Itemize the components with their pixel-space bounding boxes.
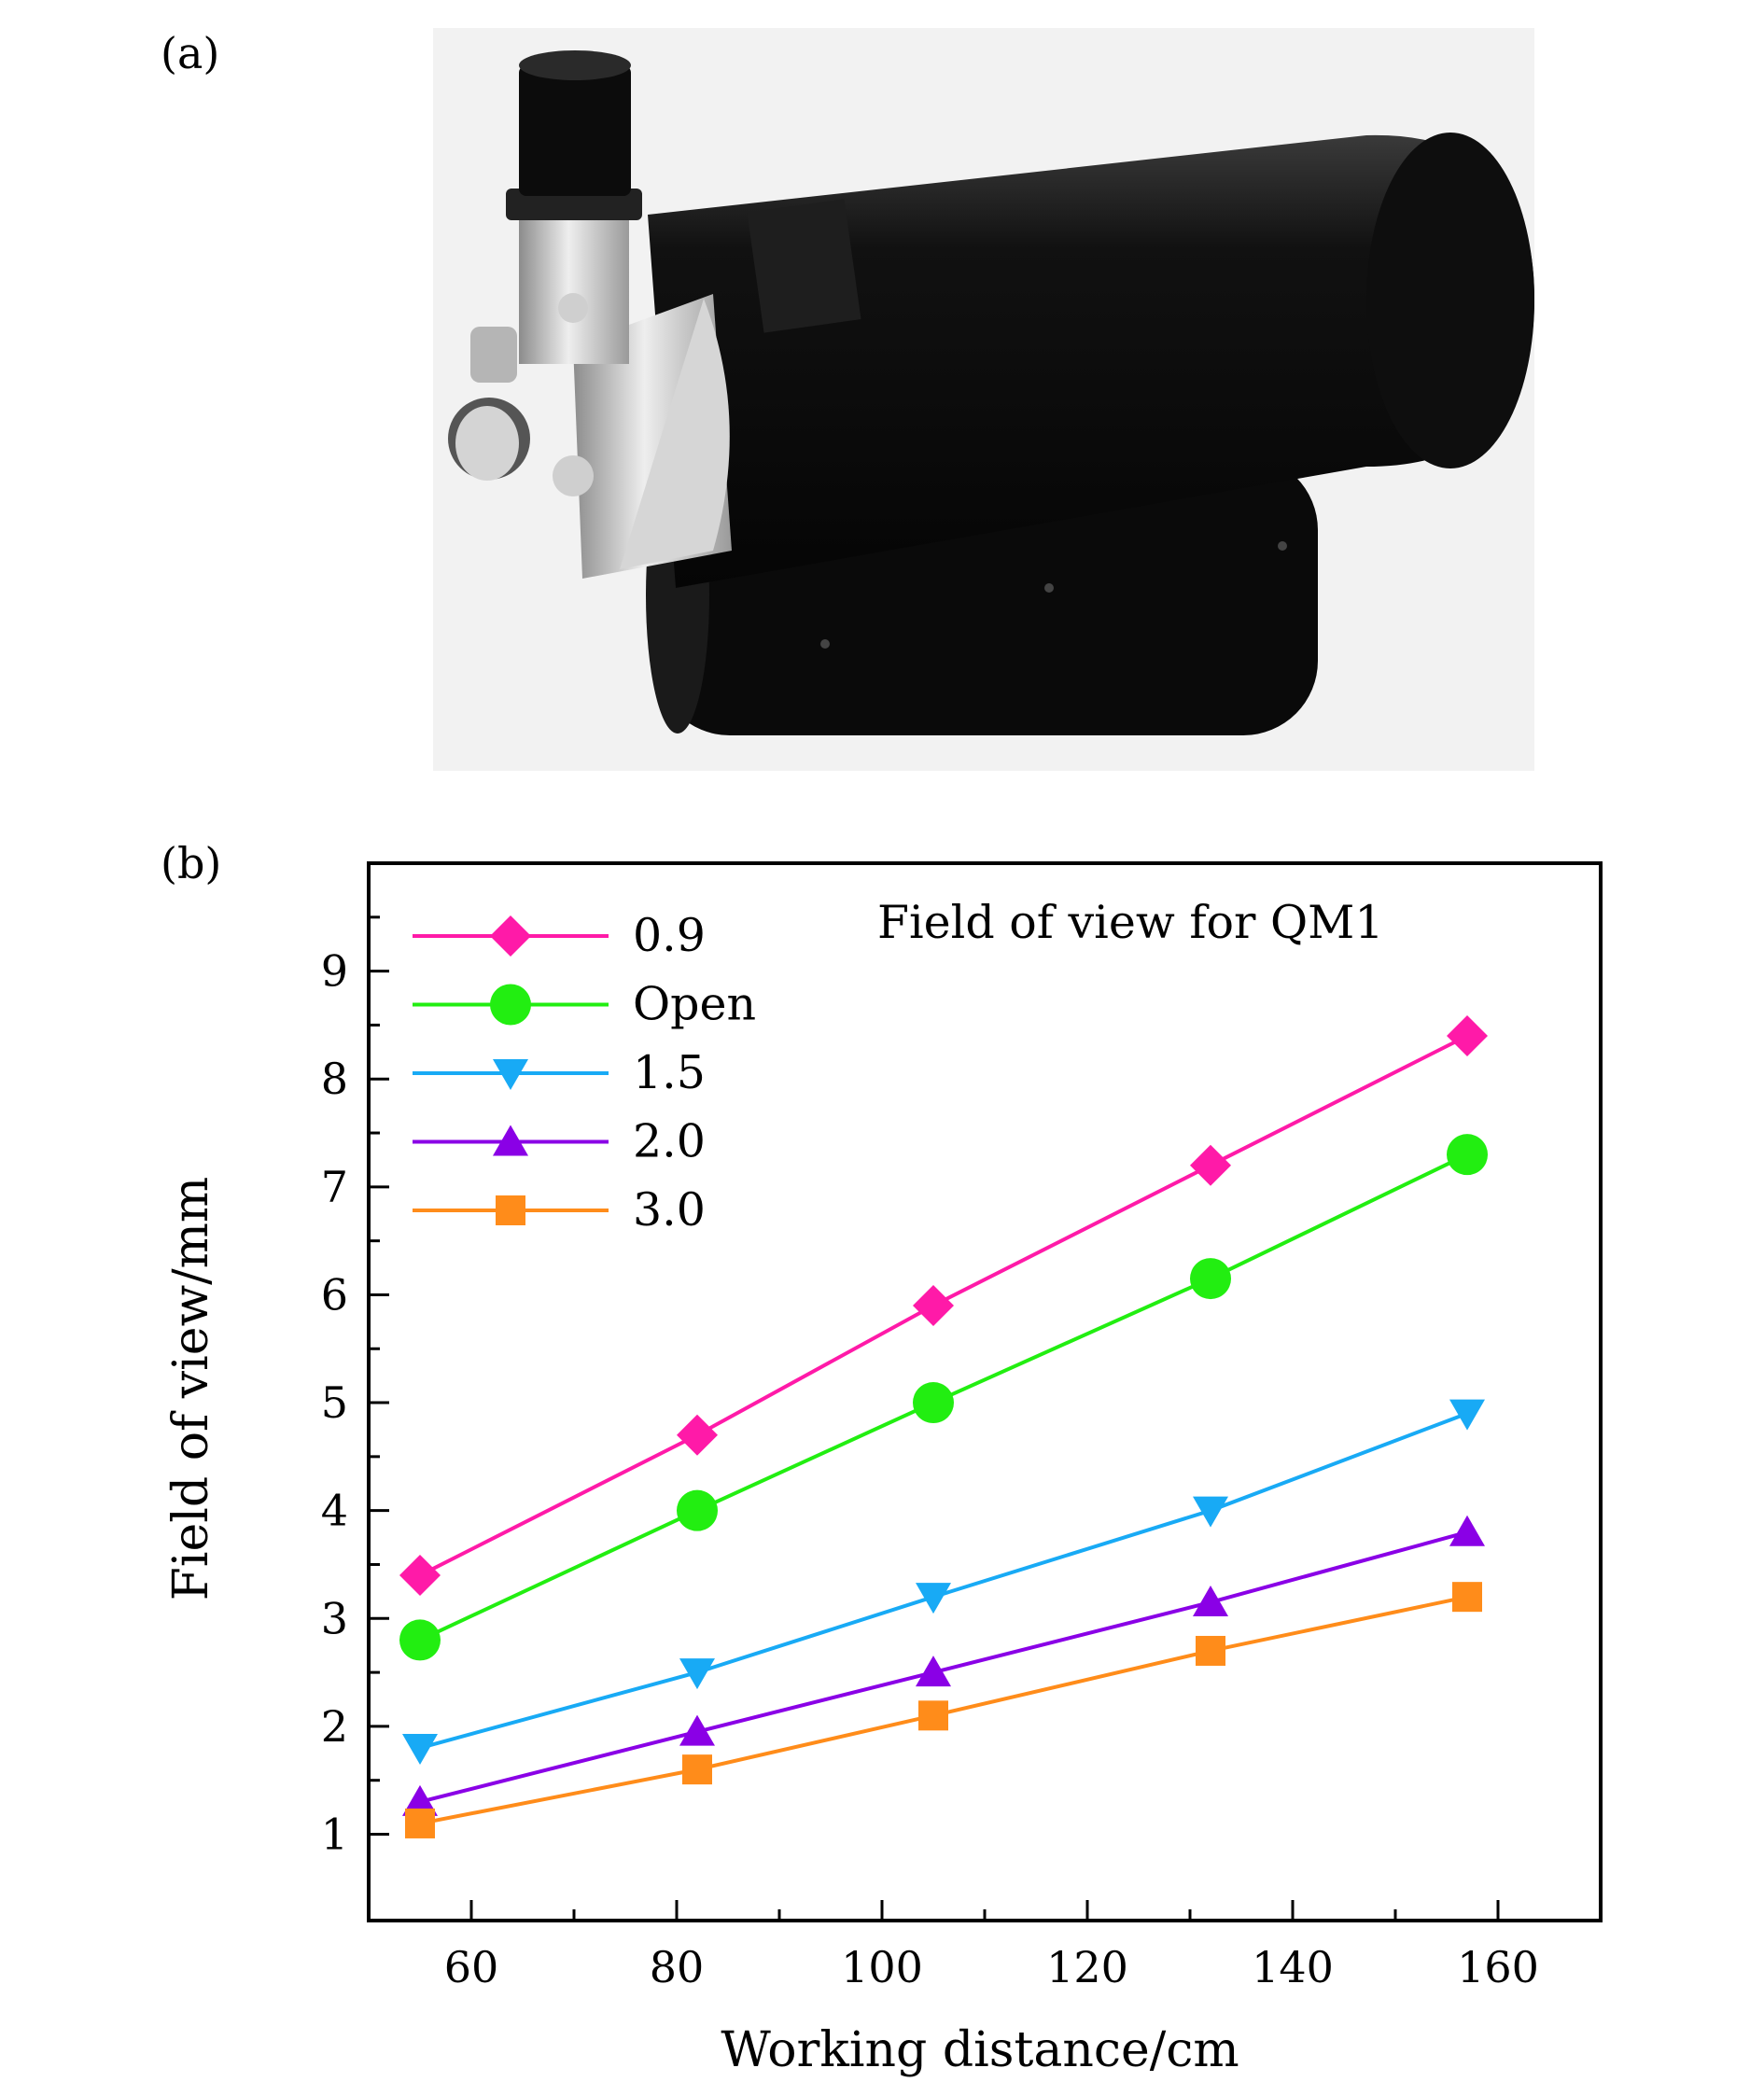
data-point <box>1196 1635 1225 1666</box>
eyepiece <box>519 65 631 196</box>
legend-entry: Open <box>413 978 756 1031</box>
x-tick-label: 80 <box>650 1942 705 1992</box>
legend-marker <box>493 1125 528 1156</box>
y-tick-label: 4 <box>321 1486 348 1536</box>
legend-marker <box>496 1195 525 1225</box>
legend: 0.9 Open 1.5 2.0 3.0 <box>413 909 756 1237</box>
data-point <box>402 1784 438 1816</box>
plot-frame <box>367 861 1603 1922</box>
x-axis-label: Working distance/cm <box>721 2022 1239 2078</box>
x-tick-label: 160 <box>1457 1942 1539 1992</box>
panel-a-label: (a) <box>161 28 220 78</box>
y-tick-label: 7 <box>321 1162 348 1212</box>
y-tick-label: 5 <box>321 1377 348 1428</box>
y-tick-label: 6 <box>321 1269 348 1320</box>
series-1-5 <box>402 1399 1485 1766</box>
data-point <box>1190 1144 1231 1186</box>
telescope-photo <box>433 28 1534 771</box>
panel-b-label: (b) <box>161 838 222 888</box>
data-point <box>677 1414 718 1456</box>
data-point <box>913 1382 954 1424</box>
series-layer <box>399 1014 1488 1838</box>
legend-entry: 3.0 <box>413 1183 706 1237</box>
data-point <box>682 1754 712 1785</box>
legend-entry: 0.9 <box>413 909 706 962</box>
legend-label: 0.9 <box>633 909 706 962</box>
data-point <box>679 1714 715 1746</box>
legend-entry: 2.0 <box>413 1115 706 1168</box>
data-point <box>1447 1134 1488 1176</box>
data-point <box>1449 1399 1485 1431</box>
y-tick-label: 1 <box>321 1810 348 1860</box>
series-0-9 <box>399 1014 1488 1597</box>
series-3-0 <box>405 1582 1482 1838</box>
series-open <box>399 1134 1488 1661</box>
data-point <box>1447 1014 1488 1056</box>
data-point <box>399 1555 441 1597</box>
data-point <box>916 1583 951 1614</box>
data-point <box>399 1619 441 1661</box>
x-tick-label: 60 <box>444 1942 499 1992</box>
legend-marker <box>493 1059 528 1090</box>
axes: 60 80 100 120 140 160 1 2 3 4 5 6 7 8 9 <box>321 861 1603 1992</box>
y-tick-label: 2 <box>321 1701 348 1752</box>
y-axis-label: Field of view/mm <box>163 1177 219 1600</box>
y-tick-label: 3 <box>321 1593 348 1643</box>
legend-label: Open <box>633 978 756 1031</box>
x-tick-label: 120 <box>1046 1942 1128 1992</box>
data-point <box>1452 1582 1482 1613</box>
legend-label: 3.0 <box>633 1183 706 1237</box>
legend-marker <box>490 984 531 1026</box>
y-tick-label: 8 <box>321 1054 348 1104</box>
data-point <box>677 1489 718 1531</box>
main-tube <box>648 134 1534 588</box>
data-point <box>679 1658 715 1690</box>
data-point <box>1449 1515 1485 1546</box>
legend-label: 1.5 <box>633 1046 706 1099</box>
data-point <box>913 1285 954 1327</box>
data-point <box>1190 1258 1231 1300</box>
y-tick-label: 9 <box>321 946 348 997</box>
series-2-0 <box>402 1515 1485 1816</box>
x-tick-label: 140 <box>1252 1942 1334 1992</box>
data-point <box>1193 1496 1228 1528</box>
legend-entry: 1.5 <box>413 1046 706 1099</box>
series-line <box>419 1411 1468 1750</box>
legend-marker <box>490 915 531 957</box>
x-tick-label: 100 <box>841 1942 923 1992</box>
data-point <box>918 1700 948 1731</box>
data-point <box>1193 1585 1228 1616</box>
legend-label: 2.0 <box>633 1115 706 1168</box>
data-point <box>402 1734 438 1766</box>
series-line <box>419 1530 1468 1804</box>
data-point <box>405 1808 435 1838</box>
data-point <box>916 1656 951 1687</box>
chart-annotation: Field of view for QM1 <box>877 896 1384 949</box>
